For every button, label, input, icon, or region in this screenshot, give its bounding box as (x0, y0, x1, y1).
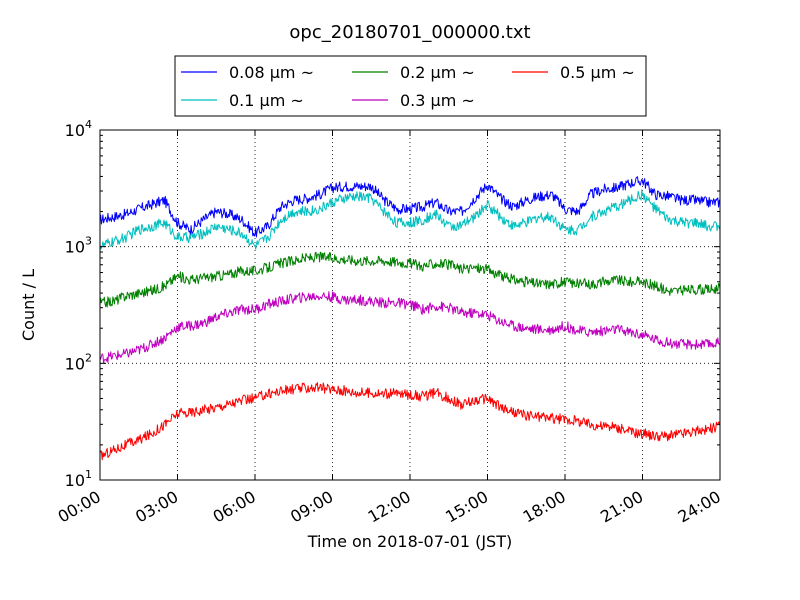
legend-label: 0.3 μm ~ (400, 91, 475, 110)
x-tick-label: 09:00 (287, 487, 336, 527)
chart-title: opc_20180701_000000.txt (289, 22, 530, 43)
x-tick-label: 21:00 (597, 487, 646, 527)
series-layer (99, 176, 721, 461)
legend: 0.08 μm ~ 0.1 μm ~ 0.2 μm ~ 0.3 μm ~ 0.5 μm … (174, 55, 647, 117)
x-axis-label: Time on 2018-07-01 (JST) (307, 532, 512, 551)
x-tick-label: 12:00 (365, 487, 414, 527)
axes: 00:00 03:00 06:00 09:00 12:00 15:00 18:00 21:00… (55, 118, 724, 527)
y-tick-label: 101 (65, 468, 92, 490)
x-tick-label: 06:00 (210, 487, 259, 527)
series-line (99, 251, 721, 308)
x-tick-label: 15:00 (442, 487, 491, 527)
series-line (99, 382, 721, 461)
x-tick-label: 18:00 (520, 487, 569, 527)
grid (100, 130, 720, 480)
series-line (99, 176, 721, 238)
legend-label: 0.08 μm ~ (229, 63, 314, 82)
y-tick-label: 104 (65, 118, 92, 140)
x-tick-label: 24:00 (675, 487, 724, 527)
y-tick-label: 102 (65, 351, 92, 373)
y-tick-label: 103 (65, 235, 92, 257)
series-line (99, 189, 721, 251)
legend-label: 0.5 μm ~ (560, 63, 635, 82)
legend-label: 0.2 μm ~ (400, 63, 475, 82)
legend-label: 0.1 μm ~ (229, 91, 304, 110)
x-tick-label: 03:00 (132, 487, 181, 527)
series-line (99, 291, 721, 364)
y-axis-label: Count / L (19, 269, 38, 341)
legend-frame (174, 55, 647, 117)
x-tick-label: 00:00 (55, 487, 104, 527)
